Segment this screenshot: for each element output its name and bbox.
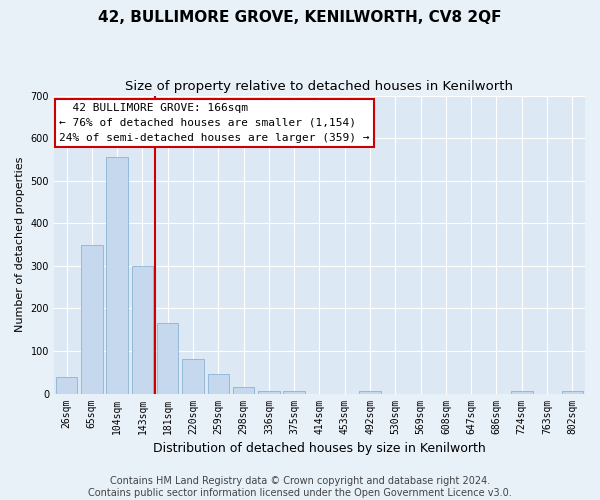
Bar [131, 266, 153, 394]
Bar [562, 392, 583, 394]
Bar [182, 360, 204, 394]
Bar [106, 158, 128, 394]
Bar [157, 324, 178, 394]
Bar [81, 244, 103, 394]
Bar [258, 392, 280, 394]
Bar [233, 387, 254, 394]
Text: Contains HM Land Registry data © Crown copyright and database right 2024.
Contai: Contains HM Land Registry data © Crown c… [88, 476, 512, 498]
Bar [283, 392, 305, 394]
Bar [511, 392, 533, 394]
Y-axis label: Number of detached properties: Number of detached properties [15, 157, 25, 332]
Bar [359, 392, 381, 394]
X-axis label: Distribution of detached houses by size in Kenilworth: Distribution of detached houses by size … [153, 442, 486, 455]
Title: Size of property relative to detached houses in Kenilworth: Size of property relative to detached ho… [125, 80, 514, 93]
Text: 42 BULLIMORE GROVE: 166sqm  
← 76% of detached houses are smaller (1,154)
24% of: 42 BULLIMORE GROVE: 166sqm ← 76% of deta… [59, 103, 370, 142]
Text: 42, BULLIMORE GROVE, KENILWORTH, CV8 2QF: 42, BULLIMORE GROVE, KENILWORTH, CV8 2QF [98, 10, 502, 25]
Bar [56, 376, 77, 394]
Bar [208, 374, 229, 394]
